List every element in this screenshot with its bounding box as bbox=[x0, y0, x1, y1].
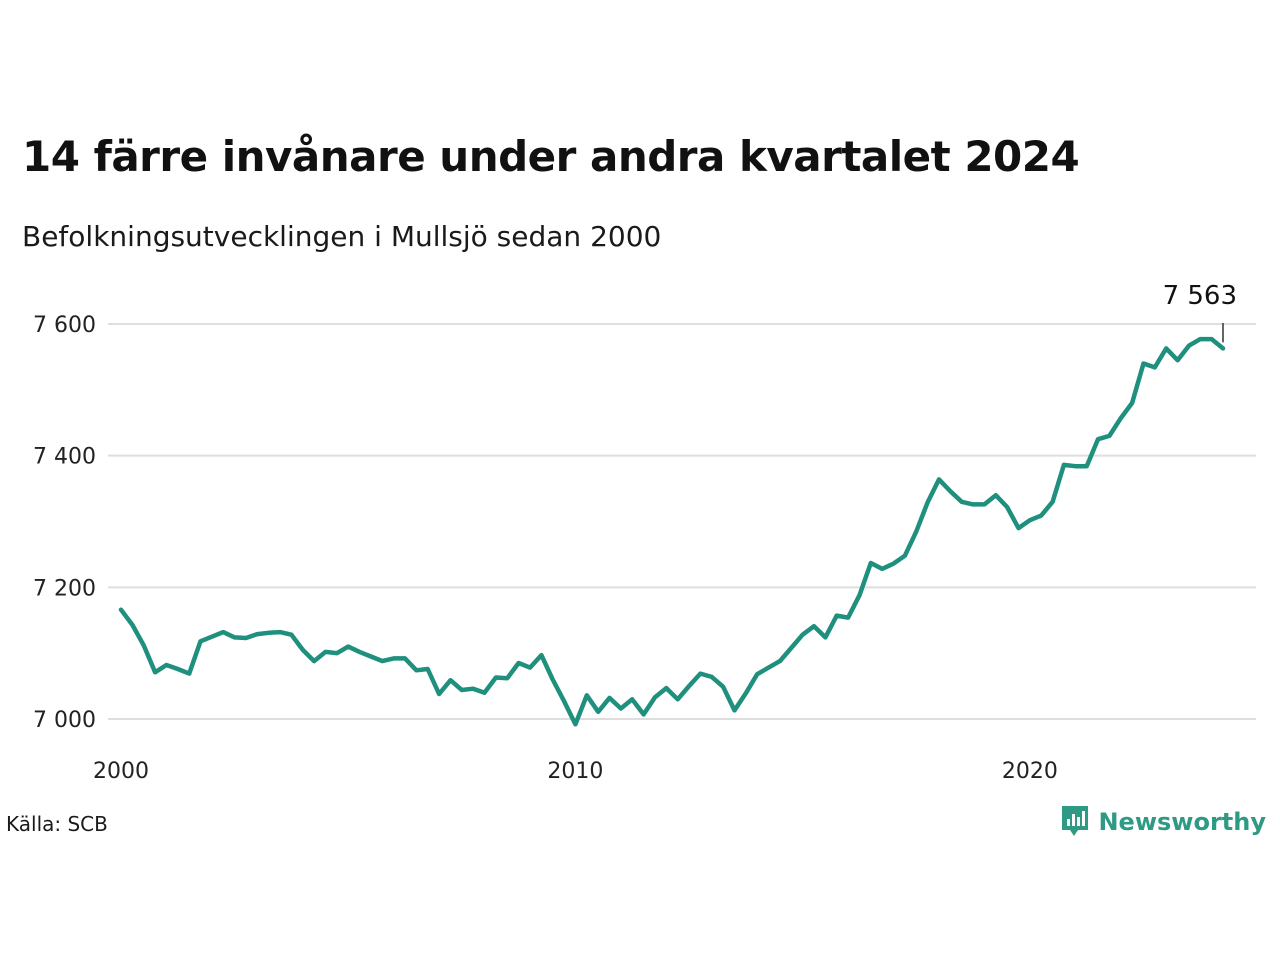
y-tick-label: 7 000 bbox=[33, 708, 96, 733]
x-tick-label: 2020 bbox=[1002, 759, 1058, 784]
y-tick-label: 7 200 bbox=[33, 576, 96, 601]
end-value-label: 7 563 bbox=[1163, 281, 1237, 311]
chart-title: 14 färre invånare under andra kvartalet … bbox=[22, 132, 1080, 181]
newsworthy-logo-icon bbox=[1062, 806, 1089, 836]
y-tick-label: 7 400 bbox=[33, 445, 96, 470]
brand-logo: Newsworthy bbox=[1060, 804, 1266, 840]
brand-name: Newsworthy bbox=[1098, 808, 1266, 836]
source-note: Källa: SCB bbox=[6, 812, 108, 836]
x-tick-label: 2000 bbox=[93, 759, 149, 784]
y-tick-label: 7 600 bbox=[33, 313, 96, 338]
x-tick-label: 2010 bbox=[547, 759, 603, 784]
series-line bbox=[118, 336, 1226, 727]
chart-subtitle: Befolkningsutvecklingen i Mullsjö sedan … bbox=[22, 220, 662, 253]
